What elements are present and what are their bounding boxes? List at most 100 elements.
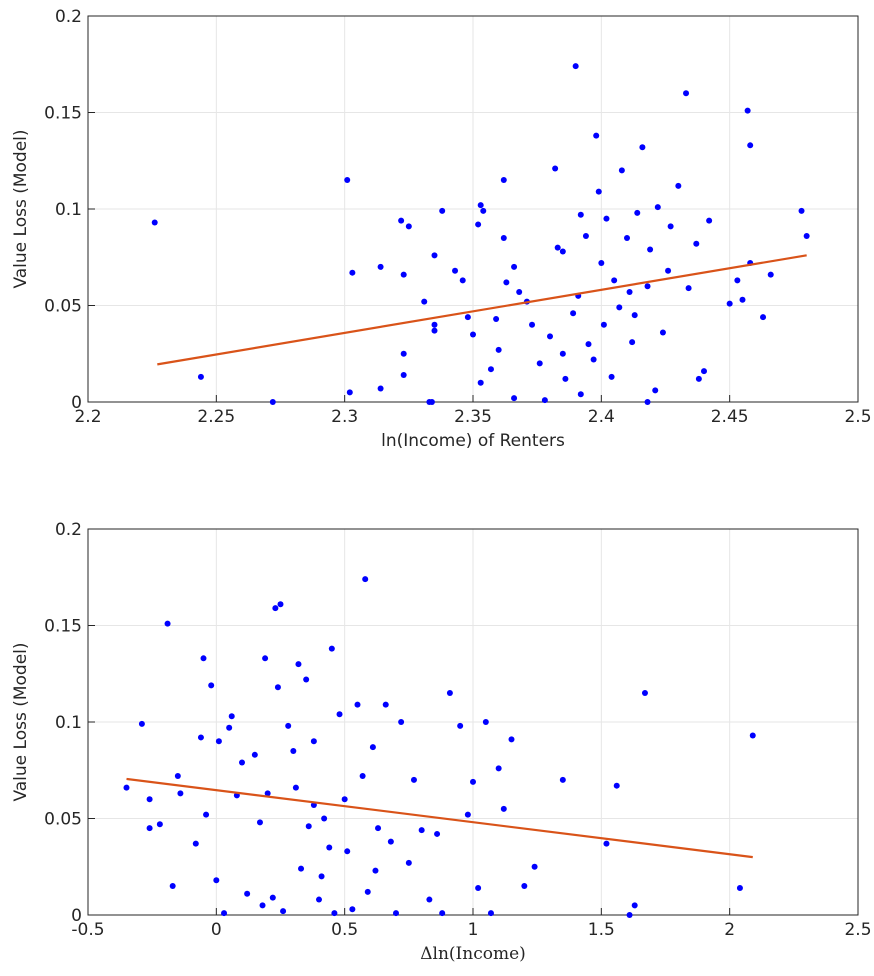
data-point xyxy=(629,339,636,346)
data-point xyxy=(652,387,659,394)
x-tick-label: 1.5 xyxy=(588,920,615,940)
data-point xyxy=(562,375,569,382)
x-tick-label: 2 xyxy=(724,920,735,940)
data-point xyxy=(541,397,548,404)
data-point xyxy=(138,720,145,727)
data-point xyxy=(326,844,333,851)
x-tick-label: 2.5 xyxy=(844,920,871,940)
data-point xyxy=(431,321,438,328)
data-point xyxy=(310,738,317,745)
data-point xyxy=(290,747,297,754)
data-point xyxy=(618,167,625,174)
data-point xyxy=(177,790,184,797)
data-point xyxy=(341,796,348,803)
data-point xyxy=(521,883,528,890)
data-point xyxy=(400,371,407,378)
data-point xyxy=(626,912,633,918)
data-point xyxy=(446,690,453,697)
data-point xyxy=(480,207,487,214)
data-point xyxy=(613,782,620,789)
y-tick-label: 0.1 xyxy=(55,200,82,220)
data-point xyxy=(316,896,322,903)
data-point xyxy=(767,271,774,278)
data-point xyxy=(475,221,482,228)
data-point xyxy=(559,248,566,255)
data-point xyxy=(321,815,328,822)
data-point xyxy=(570,310,577,317)
data-point xyxy=(503,279,510,286)
data-point xyxy=(593,132,600,139)
data-point xyxy=(647,246,654,253)
data-point xyxy=(197,734,204,741)
data-point xyxy=(600,321,607,328)
data-point xyxy=(431,327,438,334)
data-point xyxy=(726,300,733,307)
data-point xyxy=(608,373,615,380)
data-point xyxy=(197,373,204,380)
data-point xyxy=(328,645,335,652)
data-point xyxy=(500,234,507,241)
data-point xyxy=(410,776,417,783)
data-point xyxy=(603,840,610,847)
data-point xyxy=(631,312,638,319)
data-point xyxy=(644,399,651,405)
data-point xyxy=(511,395,518,402)
data-point xyxy=(616,304,623,311)
data-point xyxy=(123,784,130,791)
y-tick-label: 0.1 xyxy=(55,713,82,733)
data-point xyxy=(405,859,412,866)
data-point xyxy=(739,296,746,303)
data-point xyxy=(459,277,466,284)
data-point xyxy=(452,267,459,274)
data-point xyxy=(377,263,384,270)
data-point xyxy=(572,63,579,70)
data-point xyxy=(400,271,407,278)
data-point xyxy=(400,350,407,357)
y-tick-label: 0.15 xyxy=(44,104,82,124)
data-point xyxy=(262,655,269,662)
y-tick-label: 0 xyxy=(71,393,82,413)
data-point xyxy=(431,252,438,259)
data-point xyxy=(421,298,428,305)
data-point xyxy=(511,263,518,270)
data-point xyxy=(364,888,371,895)
y-axis-label: Value Loss (Model) xyxy=(11,642,31,801)
data-point xyxy=(382,701,389,708)
data-point xyxy=(269,399,276,405)
data-point xyxy=(631,902,638,909)
data-point xyxy=(798,207,805,214)
data-point xyxy=(439,207,446,214)
data-point xyxy=(639,144,646,151)
data-point xyxy=(760,314,767,321)
data-point xyxy=(577,391,584,398)
y-tick-label: 0 xyxy=(71,906,82,926)
data-point xyxy=(264,790,271,797)
data-point xyxy=(487,366,494,373)
data-point xyxy=(531,863,538,870)
data-point xyxy=(398,719,405,725)
data-point xyxy=(359,773,366,780)
data-point xyxy=(372,867,379,874)
data-point xyxy=(226,724,233,731)
data-point xyxy=(747,142,754,149)
data-point xyxy=(803,233,810,240)
data-point xyxy=(500,805,507,812)
data-point xyxy=(208,682,215,689)
data-point xyxy=(641,690,648,697)
data-point xyxy=(683,90,690,97)
data-point xyxy=(305,823,312,830)
x-tick-label: 2.5 xyxy=(844,407,871,427)
data-point xyxy=(156,821,163,828)
data-point xyxy=(665,267,672,274)
data-point xyxy=(151,219,158,226)
data-point xyxy=(164,620,171,627)
data-point xyxy=(146,825,153,832)
data-point xyxy=(280,908,287,915)
data-point xyxy=(428,399,435,405)
data-point xyxy=(577,211,584,218)
data-point xyxy=(259,902,266,909)
data-point xyxy=(487,910,494,917)
data-point xyxy=(387,838,394,845)
data-point xyxy=(695,375,702,382)
data-point xyxy=(344,848,351,855)
